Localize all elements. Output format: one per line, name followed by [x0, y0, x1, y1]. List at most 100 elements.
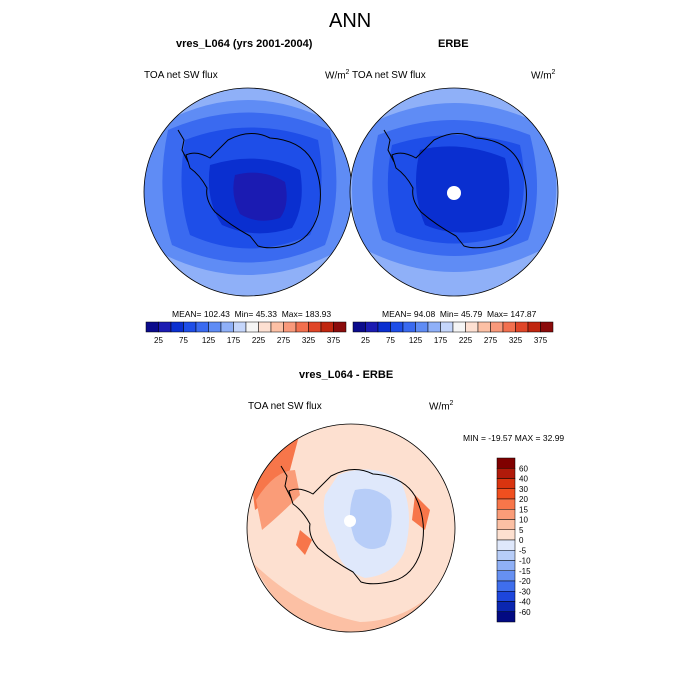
panel1-units-base: W/m: [325, 70, 346, 82]
panel2-units-exp: 2: [551, 69, 556, 76]
panel2-map-border: [349, 87, 559, 297]
panel1-colorbar-tick-label: 225: [252, 336, 266, 345]
panel3-missing-pole: [344, 515, 356, 527]
panel1-colorbar-tick-label: 25: [154, 336, 163, 345]
panel1-stats: MEAN= 102.43 Min= 45.33 Max= 183.93: [172, 309, 331, 319]
panel3-peninsula-coastline: [280, 465, 292, 499]
panel3-units-exp: 2: [449, 400, 454, 407]
panel3-colorbar-tick-label: -10: [519, 557, 531, 566]
panel3-antarctica-coastline: [288, 469, 424, 585]
panel2-colorbar-tick-label: 75: [386, 336, 395, 345]
panel2-colorbar-tick-label: 225: [459, 336, 473, 345]
panel2-colorbar-box: [377, 321, 391, 333]
panel2-colorbar-box: [540, 321, 554, 333]
panel1-colorbar-box: [333, 321, 347, 333]
panel3-stats: MIN = -19.57 MAX = 32.99: [463, 433, 564, 443]
panel3-colorbar-tick-label: 30: [519, 485, 528, 494]
panel2-colorbar-box: [490, 321, 504, 333]
panel2-colorbar-tick-label: 125: [409, 336, 423, 345]
panel2-map: [349, 87, 559, 297]
panel1-min: 45.33: [255, 309, 277, 319]
panel1-colorbar-box: [295, 321, 309, 333]
panel2-colorbar-box: [352, 321, 366, 333]
panel1-colorbar-box: [320, 321, 334, 333]
panel3-colorbar-tick-label: -40: [519, 598, 531, 607]
panel2-mean: 94.08: [413, 309, 436, 319]
panel3-fill-negative-mid: [350, 488, 392, 549]
panel1-colorbar-tick-label: 75: [179, 336, 188, 345]
panel2-min: 45.79: [460, 309, 483, 319]
panel1-colorbar-tick-label: 275: [277, 336, 291, 345]
panel3-colorbar-box: [496, 580, 516, 592]
panel3-min-label: MIN =: [463, 433, 486, 443]
panel2-fill-core: [416, 146, 510, 233]
panel1-colorbar-box: [270, 321, 284, 333]
panel3-colorbar-tick-label: 40: [519, 475, 528, 484]
panel3-colorbar-box: [496, 570, 516, 582]
panel1-colorbar-box: [183, 321, 197, 333]
panel3-colorbar-box: [496, 539, 516, 551]
panel3-fill-positive-strong: [250, 432, 300, 510]
panel1-colorbar-box: [208, 321, 222, 333]
panel1-colorbar-box: [245, 321, 259, 333]
panel3-colorbar-tick-label: 5: [519, 526, 524, 535]
panel1-min-label: Min=: [234, 309, 254, 319]
panel2-units-base: W/m: [531, 70, 552, 82]
panel3-colorbar-box: [496, 509, 516, 520]
panel1-colorbar-box: [220, 321, 234, 333]
panel2-units: W/m2: [531, 69, 555, 81]
panel1-colorbar-box: [308, 321, 322, 333]
panel1-colorbar-box: [283, 321, 297, 333]
panel2-colorbar-box: [477, 321, 491, 333]
panel1-colorbar-tick-label: 125: [202, 336, 216, 345]
panel2-stats: MEAN= 94.08 Min= 45.79 Max= 147.87: [382, 309, 536, 319]
panel1-peninsula-coastline: [177, 129, 189, 163]
panel2-colorbar: 25 75 125 175 225 275 325 375: [352, 321, 554, 345]
panel3-colorbar-box: [496, 468, 516, 479]
panel2-variable-label: TOA net SW flux: [352, 70, 426, 81]
panel3-colorbar-box: [496, 591, 516, 602]
panel3-colorbar-tick-label: 15: [519, 505, 528, 514]
panel2-colorbar-tick-label: 175: [434, 336, 448, 345]
panel3-max-label: MAX =: [514, 433, 541, 443]
panel3-colorbar-tick-label: 20: [519, 495, 528, 504]
panel2-antarctica-coastline: [391, 133, 527, 249]
panel3-colorbar-tick-label: -60: [519, 608, 531, 617]
panel1-colorbar-box: [158, 321, 172, 333]
panel2-mean-label: MEAN=: [382, 309, 412, 319]
panel3-title: vres_L064 - ERBE: [299, 369, 394, 381]
panel2-colorbar-box: [390, 321, 404, 333]
panel2-title: ERBE: [438, 38, 469, 50]
panel1-units-exp: 2: [345, 69, 350, 76]
panel2-colorbar-tick-label: 375: [534, 336, 548, 345]
panel3-colorbar-box: [496, 550, 516, 561]
panel1-colorbar-tick-label: 375: [327, 336, 341, 345]
main-title: ANN: [329, 10, 372, 32]
panel2-colorbar-box: [452, 321, 466, 333]
panel1-units: W/m2: [325, 69, 349, 81]
panel3-colorbar-tick-label: -30: [519, 587, 531, 596]
panel1-colorbar: 25 75 125 175 225 275 325 375: [145, 321, 347, 345]
panel2-max-label: Max=: [486, 309, 509, 319]
panel2-missing-pole: [447, 186, 461, 200]
panel2-colorbar-box: [515, 321, 529, 333]
panel3-colorbar-box: [496, 529, 516, 541]
panel2-colorbar-box: [502, 321, 516, 333]
panel3-min: -19.57: [488, 433, 513, 443]
panel3-colorbar-tick-label: 0: [519, 536, 524, 545]
panel2-colorbar-box: [465, 321, 479, 333]
panel1-max-label: Max=: [281, 309, 303, 319]
panel2-colorbar-box: [402, 321, 416, 333]
panel2-peninsula-coastline: [383, 129, 395, 163]
panel1-colorbar-box: [258, 321, 272, 333]
panel3-units-base: W/m: [429, 401, 450, 413]
panel3-colorbar-box: [496, 457, 516, 469]
panel2-colorbar-box: [527, 321, 541, 333]
panel2-colorbar-box: [415, 321, 429, 333]
panel3-colorbar-box: [496, 519, 516, 530]
panel1-colorbar-box: [170, 321, 184, 333]
panel3-colorbar-box: [496, 560, 516, 571]
panel3-colorbar-tick-label: 10: [519, 516, 528, 525]
panel3-variable-label: TOA net SW flux: [248, 401, 322, 412]
